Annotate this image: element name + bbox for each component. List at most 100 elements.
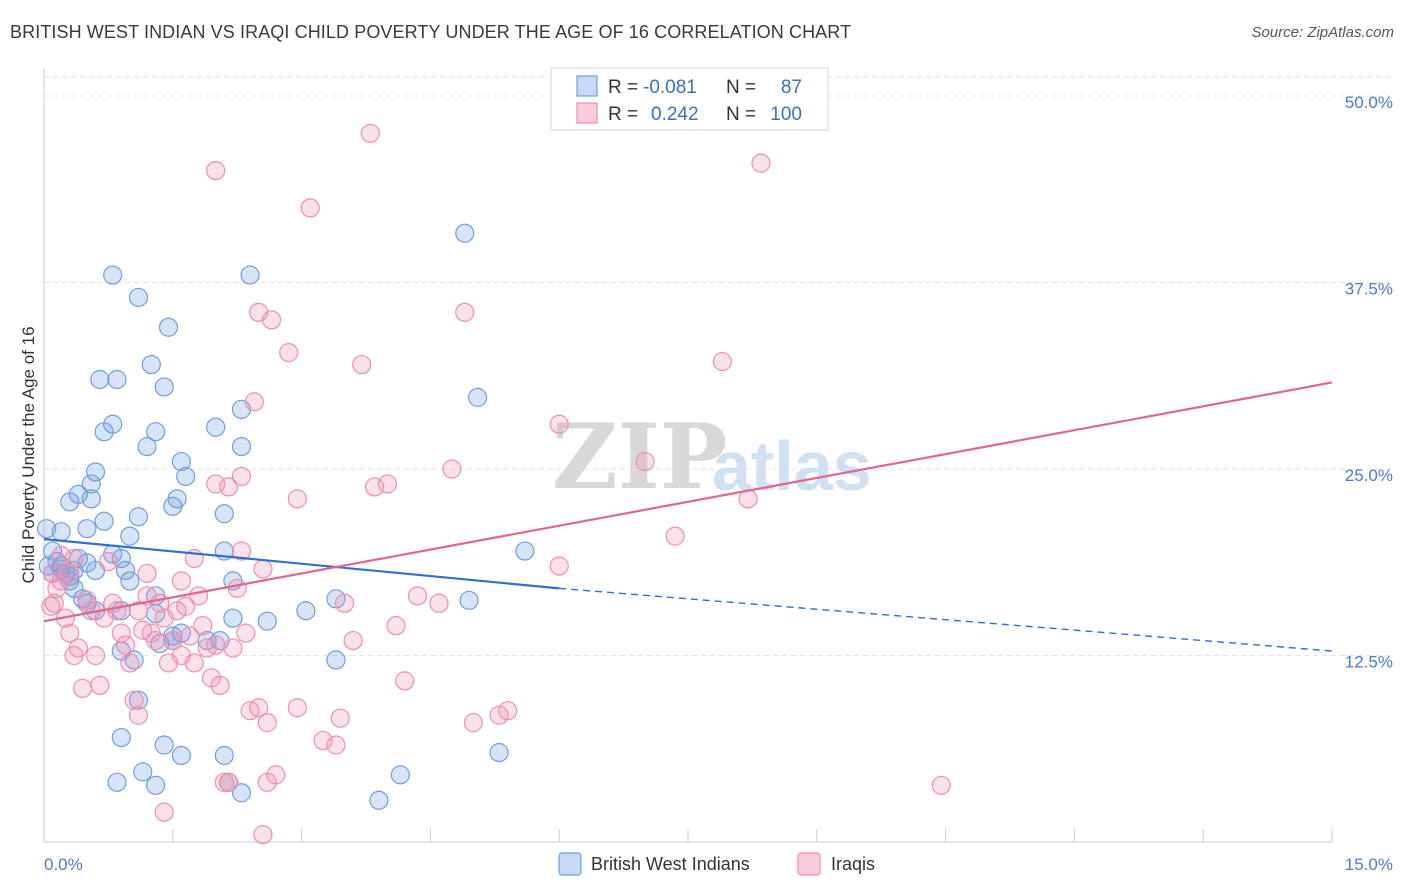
iraqi-point (300, 198, 320, 218)
x-tick-label-min: 0.0% (44, 855, 83, 874)
series-legend: British West Indians Iraqis (558, 852, 875, 876)
iraqi-point (120, 653, 140, 673)
watermark-zip: ZIP (552, 404, 727, 510)
british-west-indian-point (107, 369, 127, 390)
legend-r-label-blue: R = (608, 77, 638, 98)
iraqi-point (98, 551, 119, 572)
legend-r-value-blue: -0.081 (643, 77, 697, 98)
iraqi-point (90, 675, 110, 695)
british-west-indian-point (128, 287, 149, 308)
british-west-indian-point (515, 541, 535, 561)
british-west-indian-point (206, 417, 226, 437)
y-tick-label: 25.0% (1345, 466, 1393, 485)
legend-n-value-blue: 87 (781, 77, 802, 98)
source-credit: Source: ZipAtlas.com (1251, 24, 1394, 41)
iraqi-point (395, 671, 415, 691)
iraqi-point (360, 123, 380, 143)
british-west-indian-point (171, 451, 191, 472)
british-west-indian-point (42, 541, 63, 561)
x-ticks (43, 829, 1333, 842)
british-west-indian-trend-extension (559, 587, 1333, 652)
iraqi-point (489, 705, 509, 725)
iraqi-point (712, 351, 732, 372)
british-west-indian-point (141, 354, 161, 375)
iraqi-point (287, 489, 307, 509)
iraqi-point (751, 153, 771, 173)
british-west-indian-point (36, 519, 57, 539)
iraqi-point (137, 563, 157, 584)
iraqi-point (184, 653, 204, 673)
british-west-indian-point (455, 223, 475, 243)
iraqi-point (549, 414, 569, 434)
iraqi-point (146, 630, 166, 651)
iraqi-point (68, 638, 88, 658)
british-west-indian-trend-line (43, 538, 560, 590)
british-west-indian-point (128, 507, 149, 527)
iraqi-point (214, 772, 234, 792)
british-west-indian-point (133, 762, 153, 782)
iraqi-point (227, 578, 247, 598)
iraqi-point (64, 548, 84, 569)
iraqi-point (176, 596, 196, 616)
legend-swatch-pink (576, 102, 598, 124)
british-west-indian-point (94, 511, 114, 531)
y-tick-label: 12.5% (1345, 653, 1393, 672)
british-west-indian-point (158, 317, 179, 337)
iraqi-point (352, 354, 372, 375)
iraqi-point (60, 623, 80, 643)
y-tick-labels: 12.5% 25.0% 37.5% 50.0% (1345, 93, 1393, 672)
iraqi-point (257, 713, 277, 733)
iraqi-point (249, 698, 269, 718)
iraqi-point (455, 302, 475, 322)
british-west-indian-point (171, 745, 191, 766)
british-west-indian-point (77, 519, 97, 539)
legend-n-label-pink: N = (726, 104, 756, 125)
british-west-indian-point (146, 422, 166, 442)
iraqi-point (73, 678, 93, 698)
series-legend-swatch-pink (797, 852, 821, 876)
british-west-indian-point (369, 790, 389, 810)
iraqi-point (665, 526, 685, 546)
british-west-indian-point (176, 466, 196, 487)
british-west-indian-point (120, 526, 140, 546)
iraqi-point (44, 593, 64, 613)
legend-r-label-pink: R = (608, 104, 638, 125)
british-west-indian-point (120, 571, 140, 591)
british-west-indian-point (128, 690, 149, 710)
iraqi-point (253, 824, 273, 845)
british-west-indian-point (81, 489, 101, 509)
iraqi-point (231, 466, 252, 487)
iraqi-point (206, 161, 226, 181)
british-west-indian-point (154, 377, 174, 397)
iraqi-point (128, 705, 149, 725)
iraqi-point (193, 616, 213, 636)
british-west-indian-point (115, 560, 136, 581)
series-legend-swatch-blue (558, 852, 582, 876)
iraqi-point (219, 477, 239, 497)
iraqi-point (167, 601, 187, 621)
x-tick-label-max: 15.0% (1345, 855, 1393, 874)
british-west-indian-point (223, 608, 243, 628)
iraqi-point (635, 451, 655, 472)
data-points (36, 123, 951, 845)
iraqi-point (334, 593, 355, 613)
iraqi-point (128, 601, 149, 621)
trend-lines (43, 381, 1333, 652)
british-west-indian-point (257, 611, 277, 631)
iraqi-point (266, 765, 286, 785)
iraqi-point (210, 675, 230, 695)
iraqi-point (253, 559, 273, 579)
iraqi-point (244, 392, 264, 412)
iraqi-point (231, 541, 252, 561)
legend-swatch-blue (576, 75, 598, 97)
y-tick-label: 37.5% (1345, 280, 1393, 299)
british-west-indian-point (214, 504, 234, 524)
british-west-indian-point (68, 484, 88, 504)
iraqi-point (287, 698, 307, 718)
british-west-indian-point (231, 783, 252, 803)
iraqi-point (219, 772, 239, 792)
british-west-indian-point (296, 601, 316, 621)
iraqi-point (407, 586, 428, 606)
iraqi-point (41, 596, 61, 616)
